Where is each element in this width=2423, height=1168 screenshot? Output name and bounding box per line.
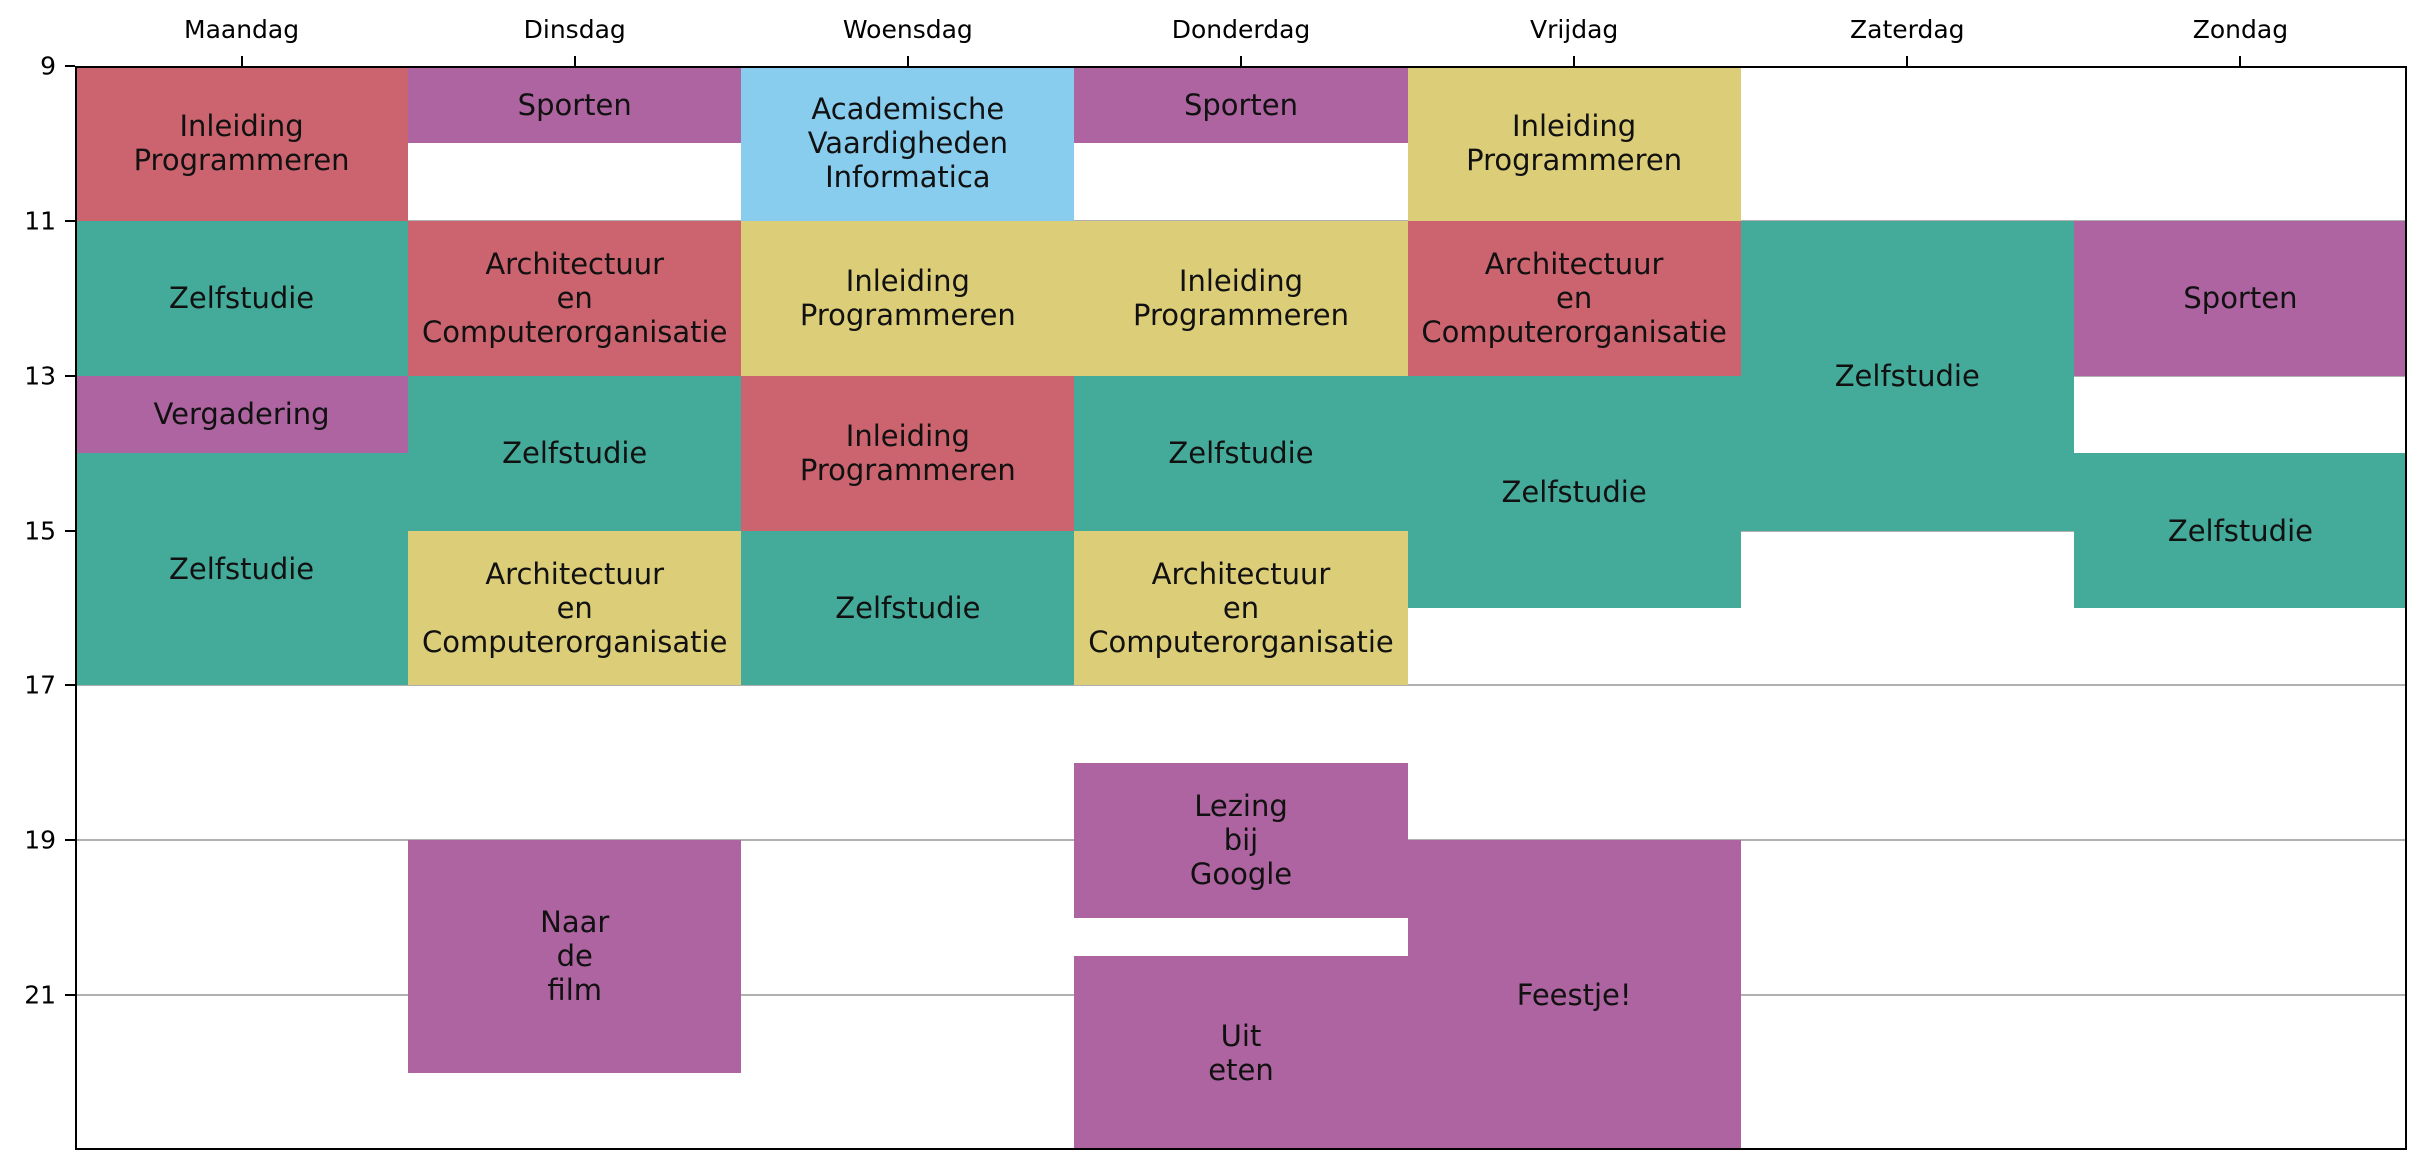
y-tick xyxy=(65,529,75,532)
event-label: Zelfstudie xyxy=(1168,436,1314,471)
event-label: Naar de film xyxy=(540,905,610,1008)
event-label: Sporten xyxy=(517,87,632,122)
event-label: Uit eten xyxy=(1208,1019,1274,1088)
event-block[interactable]: Zelfstudie xyxy=(1740,220,2074,531)
event-label: Architectuur en Computerorganisatie xyxy=(421,556,728,659)
day-label-maandag: Maandag xyxy=(184,15,300,44)
event-block[interactable]: Architectuur en Computerorganisatie xyxy=(408,530,742,686)
event-block[interactable]: Zelfstudie xyxy=(1407,375,1741,608)
event-label: Academische Vaardigheden Informatica xyxy=(807,92,1008,195)
event-label: Inleiding Programmeren xyxy=(133,109,350,178)
hour-label-13: 13 xyxy=(24,361,56,391)
x-tick xyxy=(1573,56,1576,66)
event-block[interactable]: Inleiding Programmeren xyxy=(741,375,1075,531)
day-label-zondag: Zondag xyxy=(2192,15,2289,44)
event-block[interactable]: Zelfstudie xyxy=(2073,453,2407,608)
event-block[interactable]: Zelfstudie xyxy=(75,220,409,376)
x-tick xyxy=(2239,56,2242,66)
event-label: Zelfstudie xyxy=(502,436,648,471)
hour-label-15: 15 xyxy=(24,516,56,546)
event-label: Architectuur en Computerorganisatie xyxy=(421,247,728,350)
y-tick xyxy=(65,65,75,67)
event-label: Zelfstudie xyxy=(2167,513,2313,548)
hour-label-21: 21 xyxy=(24,980,56,1010)
event-label: Inleiding Programmeren xyxy=(1466,109,1683,178)
event-block[interactable]: Naar de film xyxy=(408,840,742,1073)
event-label: Sporten xyxy=(1183,87,1299,122)
event-block[interactable]: Sporten xyxy=(1074,66,1408,144)
event-label: Inleiding Programmeren xyxy=(799,264,1016,333)
plot-area: Inleiding Programmeren Zelfstudie Vergader… xyxy=(75,66,2407,1150)
event-block[interactable]: Lezing bij Google xyxy=(1074,762,1408,918)
event-block[interactable]: Uit eten xyxy=(1074,956,1408,1150)
y-tick xyxy=(65,684,75,687)
event-block[interactable]: Architectuur en Computerorganisatie xyxy=(408,220,742,376)
event-label: Sporten xyxy=(2183,281,2298,316)
event-label: Inleiding Programmeren xyxy=(799,419,1016,488)
event-block[interactable]: Sporten xyxy=(2073,220,2407,376)
x-tick xyxy=(240,56,243,66)
hour-label-11: 11 xyxy=(24,206,56,236)
event-label: Lezing bij Google xyxy=(1189,789,1293,892)
x-tick xyxy=(573,56,576,66)
event-label: Architectuur en Computerorganisatie xyxy=(1088,556,1394,659)
y-tick xyxy=(65,994,75,997)
x-tick xyxy=(906,56,909,66)
day-label-dinsdag: Dinsdag xyxy=(523,15,626,44)
event-label: Architectuur en Computerorganisatie xyxy=(1421,247,1727,350)
event-block[interactable]: Inleiding Programmeren xyxy=(1074,220,1408,376)
day-label-vrijdag: Vrijdag xyxy=(1529,15,1619,44)
day-label-donderdag: Donderdag xyxy=(1171,15,1311,44)
event-block[interactable]: Vergadering xyxy=(75,375,409,454)
event-label: Feestje! xyxy=(1516,978,1632,1013)
event-block[interactable]: Academische Vaardigheden Informatica xyxy=(741,66,1075,221)
event-label: Zelfstudie xyxy=(1834,358,1980,393)
hour-label-19: 19 xyxy=(24,825,56,855)
hour-label-17: 17 xyxy=(24,670,56,700)
event-block[interactable]: Feestje! xyxy=(1407,840,1741,1150)
gridline xyxy=(75,684,2407,687)
event-block[interactable]: Architectuur en Computerorganisatie xyxy=(1074,530,1408,686)
event-block[interactable]: Inleiding Programmeren xyxy=(75,66,409,221)
day-label-zaterdag: Zaterdag xyxy=(1850,15,1965,44)
x-tick xyxy=(1906,56,1909,66)
event-label: Inleiding Programmeren xyxy=(1133,264,1349,333)
x-tick xyxy=(1240,56,1242,66)
event-label: Zelfstudie xyxy=(835,590,981,625)
event-label: Zelfstudie xyxy=(168,281,315,316)
event-block[interactable]: Zelfstudie xyxy=(408,375,742,531)
hour-label-9: 9 xyxy=(40,51,56,81)
event-block[interactable]: Inleiding Programmeren xyxy=(1407,66,1741,221)
event-label: Vergadering xyxy=(153,397,330,432)
event-block[interactable]: Inleiding Programmeren xyxy=(741,220,1075,376)
event-block[interactable]: Zelfstudie xyxy=(1074,375,1408,531)
event-block[interactable]: Zelfstudie xyxy=(75,453,409,686)
y-tick xyxy=(65,374,75,377)
event-block[interactable]: Sporten xyxy=(408,66,742,144)
event-label: Zelfstudie xyxy=(1501,474,1647,509)
y-tick xyxy=(65,839,75,842)
event-block[interactable]: Zelfstudie xyxy=(741,530,1075,686)
event-block[interactable]: Architectuur en Computerorganisatie xyxy=(1407,220,1741,376)
day-label-woensdag: Woensdag xyxy=(842,15,973,44)
y-tick xyxy=(65,219,75,222)
event-label: Zelfstudie xyxy=(168,552,315,587)
